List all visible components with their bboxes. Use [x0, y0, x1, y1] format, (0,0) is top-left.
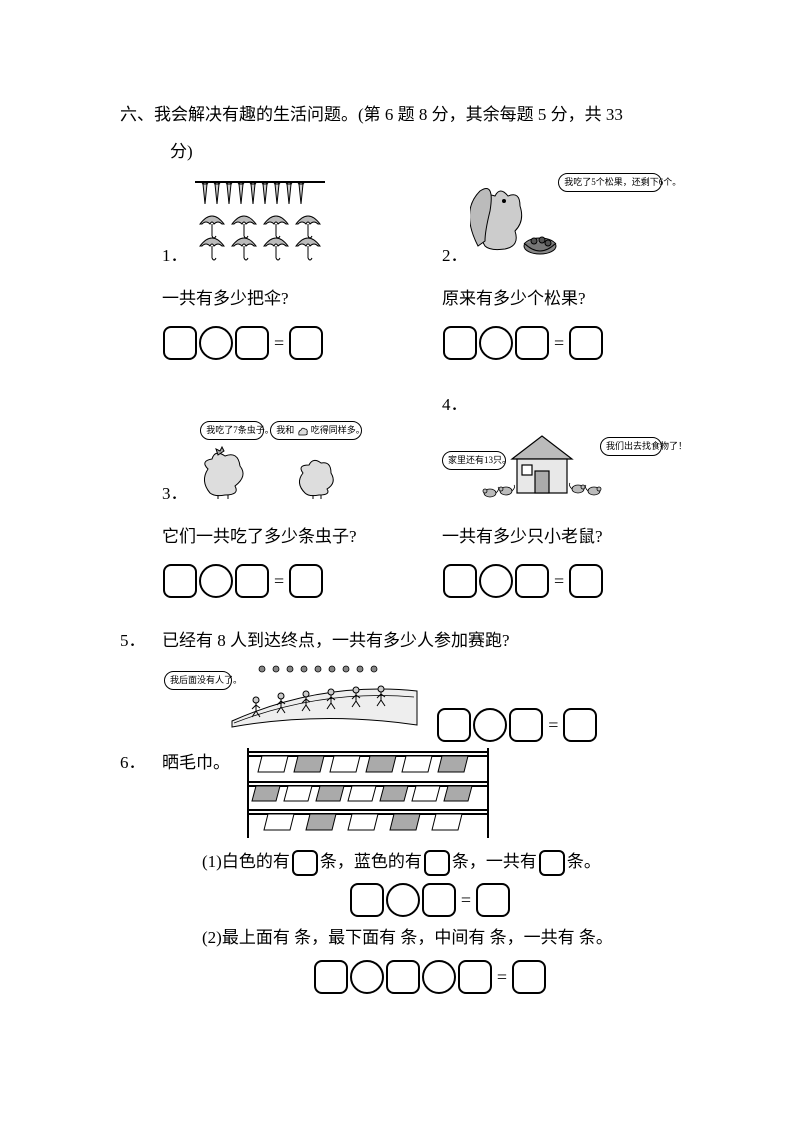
answer-box[interactable]: [163, 564, 197, 598]
q6-title: 晒毛巾。: [162, 753, 230, 772]
q3-bubble-rooster: 我吃了7条虫子。: [200, 421, 264, 440]
q6-part2: (2)最上面有 条，最下面有 条，中间有 条，一共有 条。: [120, 923, 680, 954]
answer-box[interactable]: [437, 708, 471, 742]
answer-box[interactable]: [163, 326, 197, 360]
answer-box[interactable]: [350, 883, 384, 917]
q2-question: 原来有多少个松果?: [400, 284, 680, 315]
answer-box[interactable]: [199, 564, 233, 598]
equals-sign: =: [554, 333, 564, 353]
answer-box[interactable]: [289, 564, 323, 598]
answer-box[interactable]: [515, 564, 549, 598]
answer-box[interactable]: [476, 883, 510, 917]
answer-box[interactable]: [314, 960, 348, 994]
q3-bubble-hen: 我和 吃得同样多。: [270, 421, 362, 440]
q3-question: 它们一共吃了多少条虫子?: [120, 522, 400, 553]
q2-number: 2．: [442, 241, 466, 272]
answer-box[interactable]: [479, 564, 513, 598]
answer-box[interactable]: [235, 564, 269, 598]
answer-box[interactable]: [292, 850, 318, 876]
answer-box[interactable]: [235, 326, 269, 360]
q4-number: 4．: [442, 390, 466, 421]
equals-sign: =: [554, 571, 564, 591]
answer-box[interactable]: [424, 850, 450, 876]
q5-number: 5．: [120, 626, 162, 657]
answer-box[interactable]: [479, 326, 513, 360]
q5-text: 已经有 8 人到达终点，一共有多少人参加赛跑?: [162, 631, 510, 650]
q1-question: 一共有多少把伞?: [120, 284, 400, 315]
equals-sign: =: [274, 333, 284, 353]
q4-bubble-home: 家里还有13只。: [442, 451, 506, 470]
answer-box[interactable]: [458, 960, 492, 994]
q6-number: 6．: [120, 748, 162, 779]
equals-sign: =: [274, 571, 284, 591]
q4-question: 一共有多少只小老鼠?: [400, 522, 680, 553]
answer-box[interactable]: [289, 326, 323, 360]
equals-sign: =: [548, 715, 558, 735]
q6-towel-art: [238, 748, 498, 843]
answer-box[interactable]: [539, 850, 565, 876]
q1-number: 1．: [162, 241, 186, 272]
q3-number: 3．: [162, 479, 186, 510]
q2-squirrel-art: 我吃了5个松果，还剩下6个。: [470, 171, 660, 261]
section-title: 六、我会解决有趣的生活问题。(第 6 题 8 分，其余每题 5 分，共 33: [120, 100, 680, 131]
q2-bubble: 我吃了5个松果，还剩下6个。: [558, 173, 662, 192]
answer-box[interactable]: [350, 960, 384, 994]
answer-box[interactable]: [563, 708, 597, 742]
answer-box[interactable]: [509, 708, 543, 742]
answer-box[interactable]: [443, 326, 477, 360]
equals-sign: =: [497, 967, 507, 987]
answer-box[interactable]: [422, 960, 456, 994]
equals-sign: =: [461, 890, 471, 910]
q5-bubble: 我后面没有人了。: [164, 671, 232, 690]
answer-box[interactable]: [386, 960, 420, 994]
q5-race-art: 我后面没有人了。: [162, 661, 422, 729]
answer-box[interactable]: [515, 326, 549, 360]
q1-umbrella-art: [190, 176, 330, 261]
q4-mouse-art: 家里还有13只。 我们出去找食物了！: [442, 421, 652, 499]
title-text: 六、我会解决有趣的生活问题。: [120, 105, 358, 124]
answer-box[interactable]: [512, 960, 546, 994]
answer-box[interactable]: [569, 564, 603, 598]
q6-part1: (1)白色的有条，蓝色的有条，一共有条。: [120, 847, 680, 878]
answer-box[interactable]: [422, 883, 456, 917]
answer-box[interactable]: [199, 326, 233, 360]
q4-bubble-out: 我们出去找食物了！: [600, 437, 662, 456]
q3-chicken-art: 我吃了7条虫子。 我和 吃得同样多。: [190, 421, 365, 499]
answer-box[interactable]: [473, 708, 507, 742]
answer-box[interactable]: [569, 326, 603, 360]
scoring-text: (第 6 题 8 分，其余每题 5 分，共 33: [358, 105, 623, 124]
answer-box[interactable]: [386, 883, 420, 917]
answer-box[interactable]: [443, 564, 477, 598]
scoring-tail: 分): [120, 137, 680, 168]
